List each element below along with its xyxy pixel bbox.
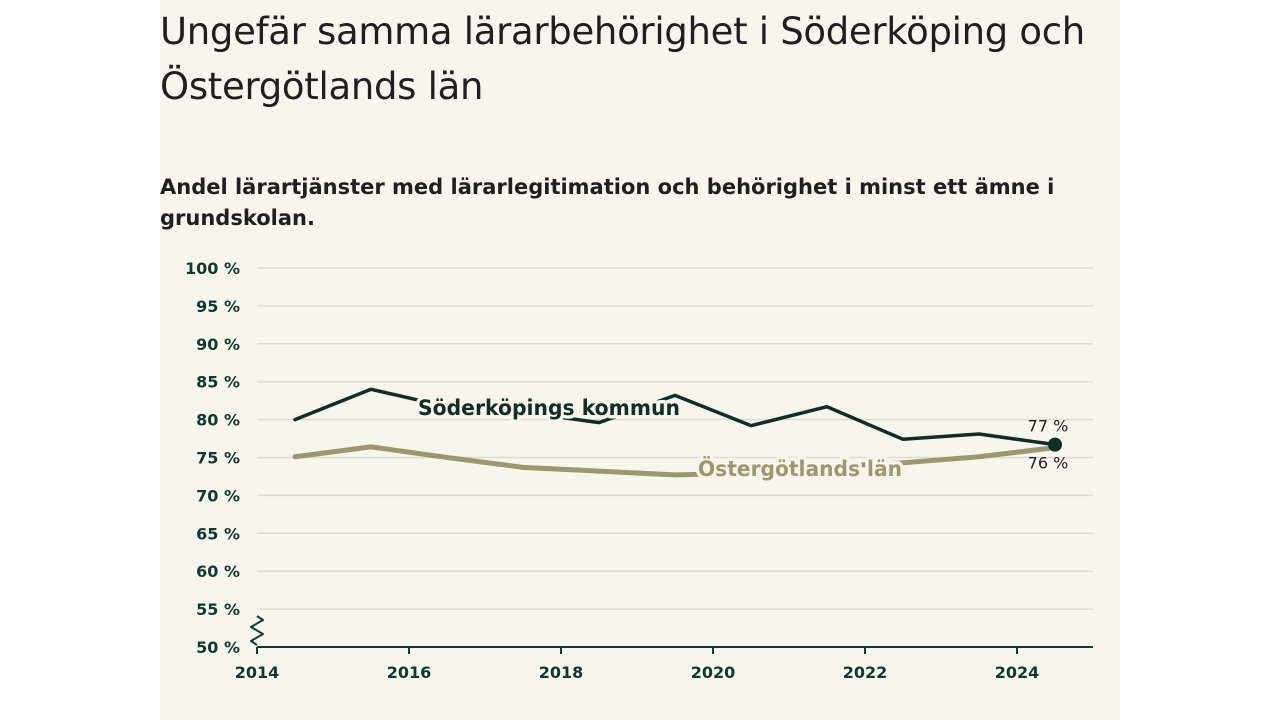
x-tick-label: 2024 [995, 663, 1040, 682]
x-tick-label: 2020 [691, 663, 736, 682]
y-tick-label: 95 % [196, 297, 240, 316]
y-tick-label: 60 % [196, 562, 240, 581]
series-label-soderkopings-kommun: Söderköpings kommun [418, 396, 680, 420]
axis-break-icon [250, 615, 264, 646]
y-tick-label: 100 % [185, 259, 240, 278]
x-tick-label: 2016 [387, 663, 432, 682]
y-tick-label: 50 % [196, 638, 240, 657]
chart-panel: Ungefär samma lärarbehörighet i Söderköp… [160, 0, 1120, 720]
chart-subtitle: Andel lärartjänster med lärarlegitimatio… [160, 175, 1055, 230]
y-tick-label: 65 % [196, 524, 240, 543]
x-tick-label: 2018 [539, 663, 584, 682]
series-line-soderkopings-kommun [293, 387, 1057, 447]
line-chart: 50 % 55 % 60 % 65 % 70 % 75 % 80 % 85 % 90 % 95 %… [185, 259, 1093, 682]
y-tick-label: 55 % [196, 600, 240, 619]
y-tick-label: 75 % [196, 449, 240, 468]
series-label-ostergotlands-lan: Östergötlands län [698, 456, 902, 481]
x-tick-label: 2014 [235, 663, 280, 682]
y-tick-label: 90 % [196, 335, 240, 354]
y-tick-label: 85 % [196, 373, 240, 392]
end-value-label-soderkopings-kommun: 77 % [1028, 417, 1069, 436]
series-line-ostergotlands-lan [292, 444, 1058, 478]
y-tick-label: 70 % [196, 486, 240, 505]
end-point-soderkopings-kommun [1048, 437, 1062, 452]
chart-title: Ungefär samma lärarbehörighet i Söderköp… [160, 10, 1085, 108]
end-value-label-ostergotlands-lan: 76 % [1028, 454, 1069, 473]
x-tick-label: 2022 [843, 663, 888, 682]
y-tick-label: 80 % [196, 411, 240, 430]
